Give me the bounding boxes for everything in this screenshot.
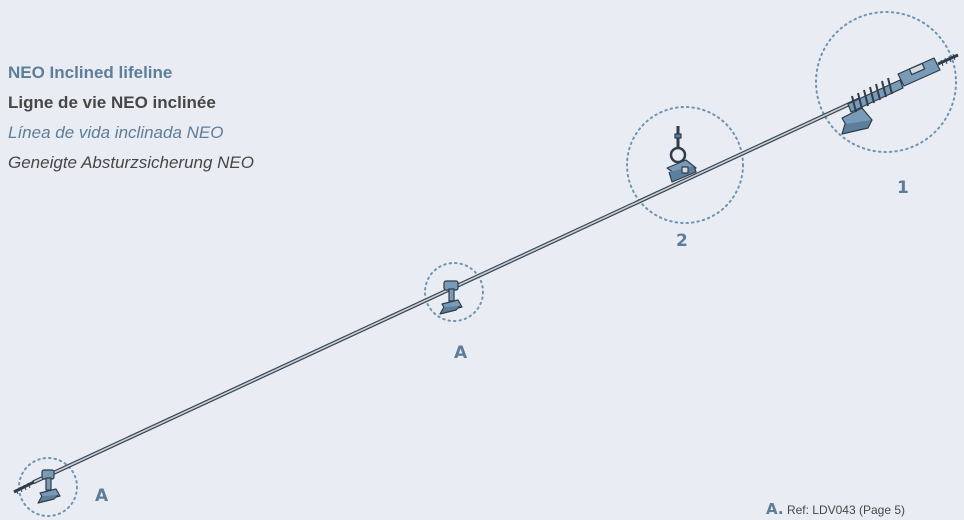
intermediate-bracket-bottom bbox=[37, 469, 61, 504]
callout-2: 2 bbox=[676, 231, 688, 251]
reference-text: Ref: LDV043 (Page 5) bbox=[786, 503, 906, 517]
swivel-fitting bbox=[666, 126, 697, 183]
reference-letter: A. bbox=[766, 500, 784, 518]
detail-circle-1 bbox=[815, 11, 957, 153]
threaded-end-bottom bbox=[13, 480, 35, 495]
end-tensioner-absorber bbox=[841, 53, 959, 135]
title-german: Geneigte Absturzsicherung NEO bbox=[8, 153, 254, 172]
detail-circle-a-middle bbox=[424, 262, 484, 322]
detail-circle-2 bbox=[626, 106, 744, 224]
lifeline-cable bbox=[32, 98, 860, 484]
intermediate-bracket-middle bbox=[439, 280, 463, 315]
title-french: Ligne de vie NEO inclinée bbox=[8, 93, 216, 112]
callout-a-bottom: A bbox=[95, 486, 109, 506]
reference-note: A. Ref: LDV043 (Page 5) bbox=[766, 500, 905, 518]
title-english: NEO Inclined lifeline bbox=[8, 63, 173, 82]
detail-circle-a-bottom bbox=[18, 457, 78, 517]
callout-a-middle: A bbox=[454, 343, 468, 363]
title-block: NEO Inclined lifeline Ligne de vie NEO i… bbox=[8, 58, 254, 178]
title-spanish: Línea de vida inclinada NEO bbox=[8, 123, 224, 142]
callout-1: 1 bbox=[897, 178, 909, 198]
